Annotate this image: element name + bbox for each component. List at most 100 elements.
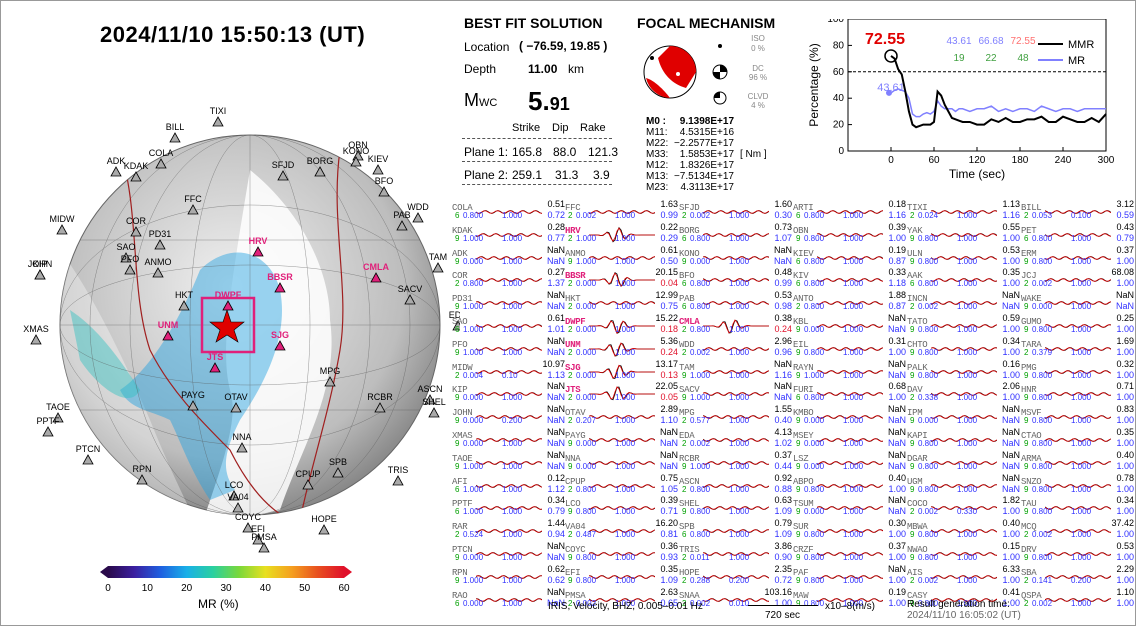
station-cell: JCJ 2 0.002 1.000 68.08 1.00 [1021, 267, 1134, 290]
synthetic-trace [931, 347, 997, 351]
station-ratio-top: 103.16 [764, 586, 792, 597]
station-cell: RPN 9 1.000 1.000 0.62 0.62 [452, 564, 565, 587]
station-param-1: 9 [568, 439, 573, 448]
station-name: SJG [565, 362, 581, 373]
station-name: CTAO [1021, 431, 1042, 441]
synthetic-trace [817, 506, 883, 511]
station-param-2: 0.002 [690, 439, 711, 448]
station-cell: SNAA 2 0.002 0.010 103.16 1.00 [679, 587, 792, 610]
station-cell: PAB 6 0.800 1.000 0.53 0.98 [679, 290, 792, 313]
chart-plot-area [847, 19, 1107, 152]
station-param-1: 9 [455, 575, 460, 585]
station-param-2: 0.800 [1032, 507, 1053, 517]
station-param-2: 1.000 [463, 302, 484, 312]
station-param-3: 1.000 [729, 325, 750, 334]
synthetic-trace [589, 597, 655, 602]
station-waveform [1045, 438, 1111, 442]
station-ratio-bottom: 1.00 [1116, 392, 1134, 403]
station-param-1: 6 [455, 211, 460, 220]
station-param-1: 9 [796, 439, 801, 448]
station-ratio-bottom: 0.88 [774, 483, 792, 494]
synthetic-trace [817, 278, 883, 283]
synthetic-trace [589, 529, 655, 533]
station-ratio-bottom: 1.00 [1116, 255, 1134, 266]
station-cell: TIXI 2 0.024 1.000 1.13 1.16 [907, 199, 1020, 222]
station-cell: AAK 6 0.800 1.000 0.35 1.00 [907, 267, 1020, 290]
station-param-3: 1.000 [1071, 302, 1092, 312]
station-waveform [703, 392, 769, 397]
station-waveform [589, 574, 655, 579]
x-tick-label: 180 [1012, 155, 1029, 166]
station-cell: CMLA 2 0.800 1.000 0.38 0.24 [679, 313, 792, 336]
station-ratio-bottom: 0.71 [660, 506, 678, 517]
station-param-1: 9 [910, 325, 915, 334]
station-cell: CHTO 9 0.800 1.000 0.34 1.00 [907, 336, 1020, 359]
station-label: MIDW [50, 214, 75, 224]
station-label: KIP [33, 259, 48, 269]
station-waveform [476, 255, 542, 260]
station-param-2: 0.800 [1032, 256, 1053, 266]
component-count: 48 [1017, 53, 1029, 64]
synthetic-trace [931, 369, 997, 374]
station-name: MPG [679, 408, 695, 419]
station-cell: EFI 9 0.800 1.000 0.35 1.09 [565, 564, 678, 587]
station-ratio-bottom: NaN [887, 506, 906, 517]
station-name: SBA [1021, 567, 1037, 578]
station-waveform [703, 415, 769, 420]
station-name: FURI [793, 385, 814, 396]
peak-marker [884, 49, 898, 63]
y-tick-label: 40 [833, 93, 845, 104]
station-param-2: 0.800 [804, 484, 825, 494]
station-param-1: 9 [682, 393, 687, 403]
station-cell: BORG 6 0.800 1.000 0.73 1.07 [679, 222, 792, 245]
station-param-3: 1.000 [1071, 598, 1092, 608]
station-marker [187, 400, 199, 411]
station-name: BILL [1021, 203, 1042, 213]
station-ratio-top: NaN [1001, 404, 1020, 415]
synthetic-trace [703, 415, 769, 419]
station-ratio-bottom: 0.99 [660, 210, 678, 220]
station-param-1: 9 [1024, 416, 1029, 426]
station-marker [230, 402, 242, 413]
station-label: HOPE [311, 514, 337, 524]
amplitude-unit: x10–8(m/s) [825, 601, 876, 612]
tensor-value: 9.1398E+17 [679, 116, 734, 127]
station-param-3: 1.000 [615, 370, 636, 380]
station-param-1: 2 [568, 416, 573, 426]
result-time: 2024/11/10 16:05:02 (UT) [907, 610, 1021, 621]
colorbar-tick: 60 [338, 583, 350, 594]
station-waveform [817, 324, 883, 328]
station-label: SHEL [422, 397, 446, 407]
station-param-3: 1.000 [729, 553, 750, 562]
station-param-3: 0.10 [502, 370, 518, 380]
station-waveform [476, 438, 542, 442]
station-param-1: 2 [910, 302, 915, 312]
station-ratio-top: NaN [546, 290, 565, 301]
station-marker [302, 479, 314, 490]
station-ratio-bottom: 0.94 [547, 529, 565, 540]
station-param-2: 0.002 [918, 575, 939, 585]
station-param-1: 6 [796, 211, 801, 220]
station-ratio-bottom: 1.16 [888, 210, 906, 220]
tensor-key: M22: [646, 138, 669, 149]
station-ratio-top: 0.55 [1002, 221, 1020, 232]
station-ratio-top: NaN [773, 358, 792, 369]
station-waveform [476, 301, 542, 306]
station-cell: ASCN 2 0.800 1.000 0.92 0.88 [679, 473, 792, 496]
station-name: SNZO [1021, 476, 1042, 487]
station-marker [412, 212, 424, 223]
station-name: YAK [907, 225, 923, 236]
station-ratio-bottom: 1.12 [547, 483, 565, 494]
station-param-1: 2 [682, 553, 687, 562]
station-ratio-top: 1.69 [1116, 335, 1134, 346]
station-waveform [931, 483, 997, 488]
station-label: BORG [307, 156, 334, 166]
station-name: MSVF [1021, 408, 1042, 419]
station-param-1: 9 [455, 393, 460, 403]
station-ratio-bottom: 0.05 [660, 392, 678, 403]
station-ratio-bottom: 0.93 [660, 552, 678, 562]
station-ratio-top: 0.22 [660, 221, 678, 232]
station-ratio-top: NaN [773, 381, 792, 392]
plane1-strike: 165.8 [512, 145, 543, 159]
station-marker [392, 475, 404, 486]
